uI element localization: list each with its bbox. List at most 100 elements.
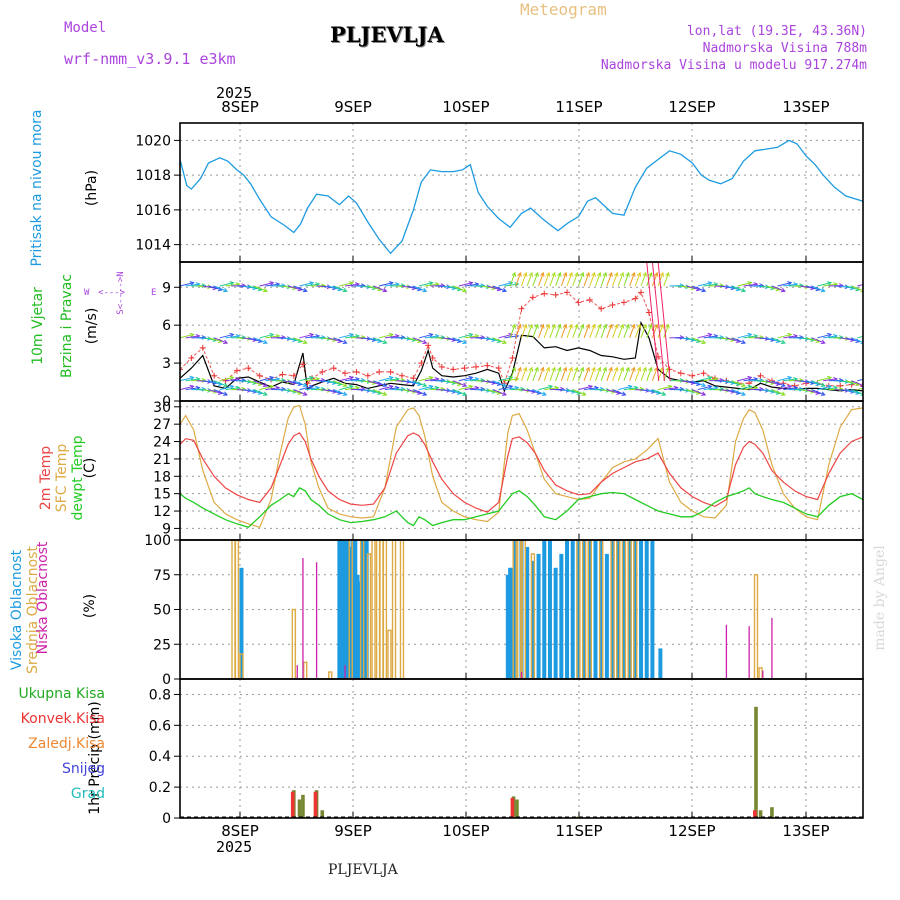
wind-direction-arrow (612, 324, 618, 338)
wind-direction-arrow (379, 385, 393, 391)
wind-direction-arrowhead (528, 366, 534, 372)
wind-direction-arrowhead (568, 271, 573, 277)
wind-direction-arrowhead (428, 384, 434, 390)
wind-gust-marker (472, 363, 479, 370)
wind-direction-arrow (777, 376, 792, 382)
wind-direction-arrowhead (269, 332, 275, 338)
wind-direction-arrow (458, 385, 473, 391)
legend-total-rain: Ukupna Kisa (18, 686, 105, 702)
wind-direction-arrow (180, 376, 194, 382)
wind-direction-arrowhead (422, 339, 428, 345)
wind-direction-arrowhead (540, 366, 545, 372)
cloud-low-bar (302, 558, 304, 679)
wind-direction-arrowhead (653, 323, 659, 329)
cloud-high-bar (525, 546, 530, 679)
cloud-high-bar (510, 567, 515, 679)
wind-gust-marker (180, 366, 183, 373)
precip-bar-konvek-kisa (313, 791, 318, 818)
wind-direction-arrowhead (659, 271, 664, 277)
wind-direction-arrow (766, 337, 780, 343)
cloud-high-bar (616, 540, 621, 679)
wind-direction-arrow (265, 335, 280, 339)
wind-direction-arrow (629, 272, 635, 287)
wind-gust-marker (364, 372, 371, 379)
wind-direction-arrowhead (382, 382, 388, 387)
wind-direction-arrowhead (867, 333, 871, 337)
wind-direction-arrowhead (741, 287, 747, 293)
wind-direction-arrow (549, 324, 556, 338)
wind-direction-arrow (692, 380, 706, 387)
wind-gust-marker (450, 366, 457, 373)
wind-direction-arrowhead (302, 339, 308, 345)
panel-0-frame (179, 122, 864, 263)
pressure-line (180, 139, 863, 255)
wind-direction-arrow (777, 282, 792, 287)
wind-direction-arrow (657, 272, 664, 287)
wind-gust-marker (299, 361, 306, 368)
wind-direction-arrow (617, 367, 624, 381)
wind-direction-arrow (823, 283, 838, 287)
wind-direction-arrow (823, 378, 838, 382)
wind-direction-arrow (686, 337, 701, 343)
wind-direction-arrow (259, 333, 274, 339)
cloud-mid-bar (291, 608, 297, 680)
wind-direction-arrowhead (422, 382, 428, 387)
wind-direction-arrow (424, 378, 439, 382)
wind-direction-arrowhead (262, 287, 268, 293)
wind-direction-arrowhead (302, 391, 308, 396)
cloud-mid-bar (517, 539, 522, 680)
wind-direction-arrow (560, 272, 567, 287)
wind-direction-arrowhead (631, 366, 636, 372)
wind-gust-marker (552, 291, 559, 298)
wind-direction-arrowhead (579, 366, 585, 372)
wind-direction-arrowhead (591, 323, 596, 329)
cloud-mid-bar (328, 671, 333, 680)
wind-direction-arrowhead (648, 366, 653, 372)
wind-direction-arrow (339, 376, 354, 382)
precip-bar-konvek-kisa (290, 791, 295, 818)
wind-direction-arrowhead (557, 271, 562, 277)
cloud-mid-bar (231, 539, 236, 680)
wind-direction-arrow (640, 272, 647, 287)
wind-direction-arrow (663, 324, 670, 338)
wind-direction-arrowhead (528, 271, 534, 277)
wind-direction-arrow (384, 283, 399, 287)
wind-direction-arrow (248, 380, 262, 386)
wind-direction-arrow (532, 389, 547, 396)
panel-0-ytick-label: 1020 (135, 133, 171, 149)
cloud-mid-bar (366, 553, 372, 680)
cloud-high-bar (353, 540, 358, 679)
compass-we-arrow: <---> (98, 288, 126, 298)
wind-direction-arrowhead (508, 384, 514, 390)
panel-2-ytick-label: 9 (162, 521, 171, 537)
wind-direction-arrow (584, 387, 599, 391)
wind-direction-arrowhead (741, 339, 747, 345)
wind-direction-arrowhead (428, 332, 434, 338)
wind-direction-arrow (509, 367, 516, 381)
cloud-low-bar (762, 670, 764, 679)
wind-direction-arrow (327, 285, 342, 291)
wind-direction-arrow (783, 387, 798, 391)
wind-direction-arrow (407, 337, 422, 343)
wind-direction-arrow (612, 272, 618, 287)
wind-direction-arrow (532, 272, 539, 287)
cloud-low-bar (344, 665, 346, 679)
wind-direction-arrow (731, 380, 746, 387)
wind-direction-arrow (845, 389, 860, 394)
wind-direction-arrowhead (223, 382, 229, 387)
wind-direction-arrowhead (348, 384, 354, 390)
wind-direction-arrowhead (422, 287, 428, 293)
cloud-high-bar (582, 540, 587, 679)
wind-direction-arrow (805, 389, 820, 394)
wind-direction-arrowhead (382, 339, 388, 345)
cloud-low-bar (748, 626, 750, 679)
panel-0-ytick-label: 1016 (135, 203, 171, 219)
wind-direction-arrow (577, 324, 584, 338)
cloud-high-bar (650, 540, 655, 679)
wind-gust-marker (410, 375, 417, 382)
wind-direction-arrowhead (517, 271, 522, 277)
wind-direction-arrowhead (551, 323, 556, 329)
panel-2-ytick-label: 21 (153, 452, 171, 468)
wind-direction-arrowhead (462, 391, 468, 396)
wind-direction-arrow (737, 333, 752, 339)
